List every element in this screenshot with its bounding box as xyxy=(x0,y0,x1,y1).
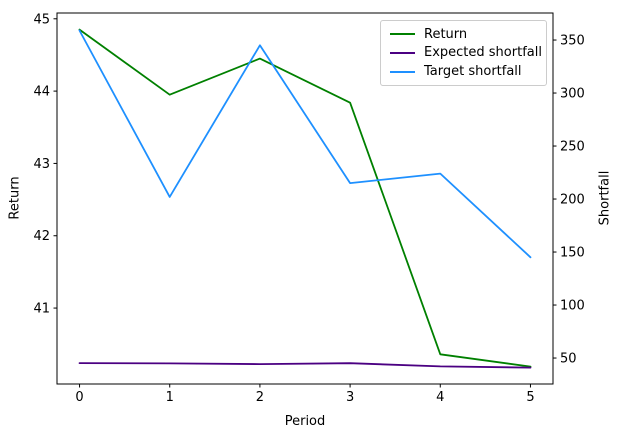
series-line-expected-shortfall xyxy=(78,362,532,369)
x-tick-label: 1 xyxy=(166,390,174,405)
right-y-axis-label: Shortfall xyxy=(597,170,613,226)
axes-frame xyxy=(56,12,554,385)
left-y-tick-label: 42 xyxy=(33,229,50,244)
right-y-tick-label: 200 xyxy=(560,193,585,208)
x-axis-label: Period xyxy=(284,414,326,429)
legend-line-swatch xyxy=(390,33,415,36)
right-y-tick-label: 50 xyxy=(560,352,577,367)
right-y-tick-label: 300 xyxy=(560,87,585,102)
right-y-tick-label: 350 xyxy=(560,34,585,49)
right-y-tick-label: 100 xyxy=(560,299,585,314)
x-tick-label: 4 xyxy=(436,390,444,405)
legend-entry: Target shortfall xyxy=(390,65,537,78)
legend-label: Expected shortfall xyxy=(424,45,542,61)
legend-label: Target shortfall xyxy=(424,64,522,80)
left-y-tick-label: 45 xyxy=(33,12,50,27)
legend-label: Return xyxy=(424,26,468,42)
legend-line-swatch xyxy=(390,51,415,54)
x-tick-label: 2 xyxy=(256,390,264,405)
series-line-return xyxy=(78,28,532,368)
legend-entry: Return xyxy=(390,28,537,41)
legend: Return Expected shortfall Target shortfall xyxy=(380,20,547,86)
legend-line-swatch xyxy=(390,70,415,73)
x-tick-label: 3 xyxy=(346,390,354,405)
series-line-target-shortfall xyxy=(78,29,532,259)
left-y-tick-label: 43 xyxy=(33,157,50,172)
left-y-tick-label: 41 xyxy=(33,302,50,317)
left-y-tick-label: 44 xyxy=(33,85,50,100)
right-y-tick-label: 250 xyxy=(560,140,585,155)
right-y-tick-label: 150 xyxy=(560,246,585,261)
x-tick-label: 5 xyxy=(526,390,534,405)
x-tick-label: 0 xyxy=(75,390,83,405)
left-y-axis-label: Return xyxy=(7,176,23,220)
legend-entry: Expected shortfall xyxy=(390,46,542,59)
